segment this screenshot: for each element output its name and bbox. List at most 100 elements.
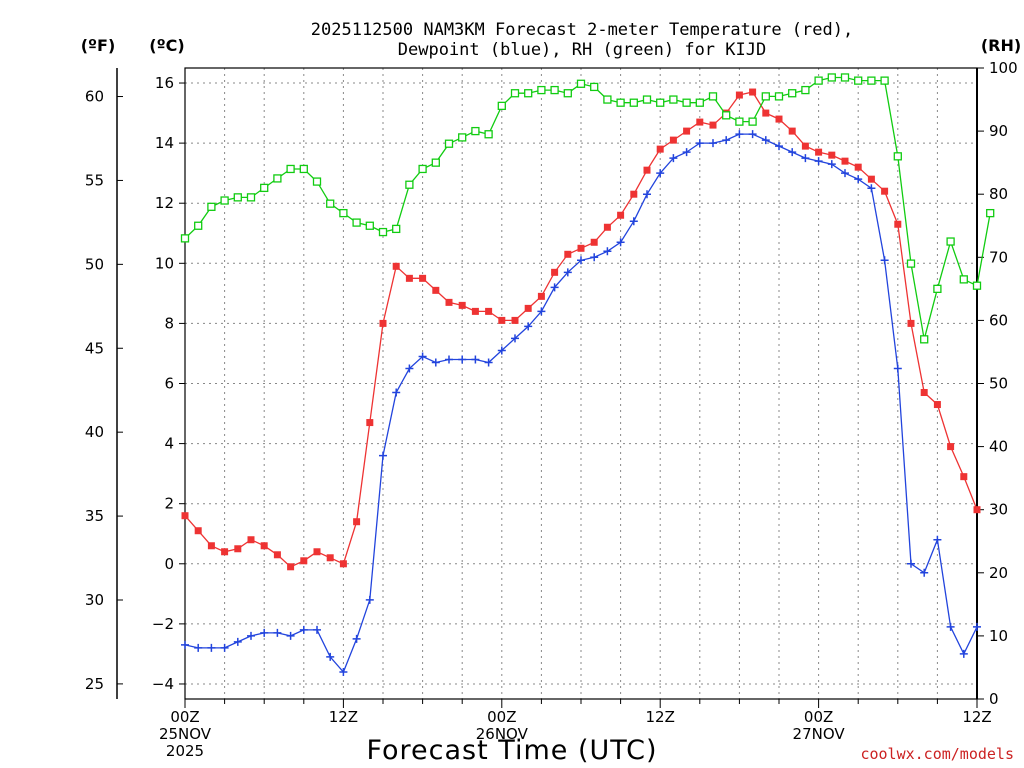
temperature-point	[617, 211, 625, 219]
dewpoint-point	[656, 169, 665, 178]
temperature-point	[656, 145, 664, 153]
dewpoint-point	[735, 130, 744, 139]
dewpoint-point	[471, 355, 480, 364]
fahrenheit-tick-label: 60	[85, 88, 104, 106]
celsius-tick-label: 14	[155, 134, 174, 152]
temperature-point	[207, 542, 215, 550]
dewpoint-point	[788, 148, 797, 157]
temperature-point	[339, 560, 347, 568]
rh-point	[260, 183, 269, 193]
dewpoint-point	[814, 157, 823, 166]
rh-point	[920, 335, 929, 344]
temperature-point	[709, 121, 717, 129]
dewpoint-point	[841, 169, 849, 178]
temperature-point	[366, 419, 374, 427]
rh-point	[893, 152, 902, 161]
rh-point	[233, 193, 242, 202]
dewpoint-point	[761, 136, 770, 145]
dewpoint-point	[629, 217, 638, 226]
series-rh	[180, 73, 995, 344]
rh-point	[365, 221, 374, 230]
rh-point	[642, 95, 652, 104]
temperature-point	[762, 109, 770, 117]
temperature-point	[471, 307, 479, 315]
rh-point	[497, 101, 506, 111]
dewpoint-point	[867, 184, 876, 193]
rh-tick-label: 10	[989, 627, 1008, 645]
temperature-point	[537, 292, 545, 300]
temperature-point	[379, 319, 387, 327]
temperature-point	[788, 127, 796, 135]
temperature-point	[405, 274, 413, 282]
dewpoint-point	[643, 190, 651, 199]
rh-tick-label: 70	[989, 248, 1008, 266]
rh-point	[180, 234, 190, 243]
rh-point	[854, 76, 863, 85]
rh-point	[708, 92, 718, 101]
rh-point	[510, 89, 520, 98]
rh-point	[312, 177, 322, 186]
rh-point	[695, 98, 704, 107]
rh-point	[788, 89, 797, 98]
x-tick-label: 12Z	[329, 708, 358, 726]
temperature-point	[485, 307, 493, 315]
temperature-point	[445, 298, 453, 306]
fahrenheit-tick-label: 25	[85, 675, 104, 693]
dewpoint-point	[273, 628, 282, 637]
temperature-point	[313, 548, 321, 556]
data-series	[180, 73, 995, 676]
rh-tick-label: 80	[989, 185, 1008, 203]
series-line	[184, 76, 991, 340]
x-tick-label: 2025	[166, 742, 204, 760]
rh-point	[616, 98, 625, 107]
temperature-point	[920, 389, 928, 397]
dewpoint-point	[233, 637, 242, 646]
rh-point	[352, 218, 361, 227]
temperature-point	[392, 262, 400, 270]
axes	[116, 67, 984, 708]
temperature-point	[247, 536, 255, 544]
rh-point	[840, 73, 850, 82]
temperature-point	[947, 443, 955, 451]
dewpoint-point	[577, 256, 585, 265]
rh-tick-label: 50	[989, 375, 1008, 393]
x-tick-label: 12Z	[646, 708, 675, 726]
dewpoint-point	[352, 634, 361, 643]
dewpoint-point	[497, 346, 506, 355]
temperature-point	[194, 527, 202, 535]
rh-point	[431, 158, 440, 167]
rh-point	[207, 202, 216, 211]
temperature-point	[881, 187, 889, 195]
temperature-point	[749, 88, 757, 96]
rh-point	[972, 281, 982, 290]
rh-point	[273, 174, 282, 183]
rh-point	[339, 208, 348, 218]
temperature-point	[498, 316, 506, 324]
temperature-point	[867, 175, 875, 183]
temperature-point	[960, 473, 968, 481]
dewpoint-point	[893, 364, 902, 373]
temperature-point	[828, 151, 836, 159]
rh-point	[458, 133, 467, 142]
x-tick-label: 12Z	[962, 708, 991, 726]
rh-tick-label: 90	[989, 122, 1008, 140]
temperature-point	[643, 166, 651, 174]
dewpoint-point	[524, 322, 533, 331]
dewpoint-point	[550, 283, 559, 292]
dewpoint-point	[590, 253, 599, 262]
rh-point	[392, 224, 401, 234]
dewpoint-point	[880, 256, 889, 265]
temperature-point	[287, 563, 295, 571]
rh-point	[867, 76, 876, 85]
x-tick-label: 26NOV	[476, 725, 529, 743]
rh-point	[220, 196, 229, 205]
rh-tick-label: 0	[989, 690, 999, 708]
rh-point	[814, 76, 823, 85]
celsius-tick-label: 0	[164, 555, 174, 573]
rh-point	[537, 85, 546, 95]
x-tick-label: 25NOV	[159, 725, 212, 743]
celsius-tick-label: 2	[164, 495, 174, 513]
temperature-point	[854, 163, 862, 171]
celsius-tick-label: 8	[164, 314, 174, 332]
rh-unit-label: (RH)	[981, 36, 1021, 55]
